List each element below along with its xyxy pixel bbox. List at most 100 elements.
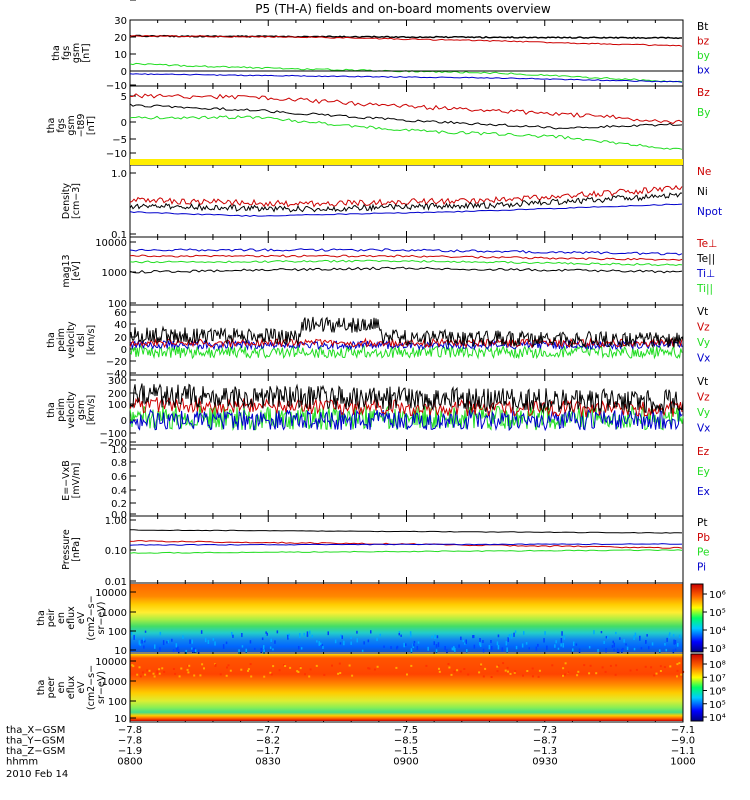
ion-flux-pixel (664, 643, 666, 646)
ion-flux-pixel (460, 636, 462, 641)
electron-flux-pixel (650, 666, 653, 669)
electron-flux-pixel (438, 670, 441, 673)
y-axis-label: mag13 (61, 254, 72, 287)
ion-flux-pixel (672, 649, 675, 654)
ion-flux-pixel (185, 649, 187, 655)
ion-flux-pixel (562, 642, 564, 648)
ion-flux-pixel (398, 633, 400, 636)
ion-flux-pixel (669, 632, 671, 635)
ion-flux-pixel (640, 647, 643, 650)
x-axis-value: −8.2 (256, 736, 280, 747)
ion-flux-pixel (634, 632, 637, 637)
y-tick-label: 0.4 (111, 486, 127, 497)
y-tick-label: 0.8 (111, 458, 127, 469)
ion-flux-pixel (212, 638, 215, 641)
ion-flux-pixel (245, 648, 247, 654)
x-axis-value: −1.9 (118, 746, 142, 757)
electron-flux-pixel (269, 671, 272, 674)
ion-flux-pixel (191, 647, 193, 650)
ion-flux-pixel (472, 635, 474, 639)
ion-flux-pixel (436, 635, 439, 639)
ion-flux-pixel (560, 643, 562, 647)
y-tick-label: −100 (100, 429, 127, 440)
x-axis-row-label: tha_Y−GSM (6, 736, 65, 747)
y-axis-label: [eV] (71, 261, 82, 281)
y-axis-label: [mV/m] (71, 463, 82, 499)
ion-flux-pixel (515, 645, 518, 650)
y-axis-label: tha (46, 402, 57, 418)
legend-te: Te⊥ (696, 238, 717, 250)
ion-flux-pixel (241, 633, 243, 638)
ion-flux-pixel (410, 648, 413, 654)
electron-flux-pixel (653, 674, 656, 677)
series-te-par (129, 266, 683, 274)
electron-flux-pixel (678, 662, 681, 665)
ion-flux-pixel (497, 645, 500, 650)
ion-flux-pixel (434, 635, 436, 639)
y-tick-label: 10 (114, 646, 127, 657)
electron-flux-pixel (564, 673, 566, 676)
y-axis-label: [km/s] (86, 395, 97, 425)
electron-flux-pixel (604, 670, 607, 673)
ion-flux-pixel (144, 639, 146, 643)
electron-flux-pixel (406, 673, 408, 676)
ion-flux-pixel (451, 647, 454, 651)
ion-flux-pixel (356, 638, 358, 643)
ion-flux-pixel (622, 647, 624, 651)
x-axis-value: 0900 (393, 757, 418, 768)
series-pe (129, 549, 683, 554)
y-tick-label: 1.0 (111, 169, 127, 180)
ion-flux-pixel (535, 646, 538, 651)
electron-flux-pixel (339, 672, 342, 674)
y-axis-label: fgs (61, 46, 72, 60)
y-tick-label: 20 (114, 333, 127, 344)
legend-pi: Pi (697, 561, 706, 573)
electron-flux-pixel (146, 669, 149, 672)
electron-flux-pixel (497, 664, 500, 667)
panel-frame (129, 19, 684, 87)
ion-flux-pixel (588, 646, 591, 649)
y-axis-label: velocity (66, 391, 77, 429)
ion-flux-pixel (383, 645, 385, 648)
ion-flux-pixel (572, 648, 574, 652)
y-axis-label: eflux (66, 675, 77, 699)
ion-flux-pixel (367, 639, 370, 643)
ion-flux-pixel (645, 640, 647, 644)
electron-flux-pixel (410, 664, 413, 667)
electron-flux-pixel (450, 673, 453, 676)
electron-flux-pixel (323, 673, 326, 676)
electron-flux-pixel (270, 673, 273, 676)
electron-flux-pixel (297, 671, 300, 673)
ion-flux-pixel (454, 647, 456, 653)
ion-flux-pixel (435, 649, 438, 654)
ion-flux-pixel (612, 640, 614, 644)
x-axis-block: tha_X−GSM −7.8 −7.7 −7.5 −7.3 −7.1 tha_Y−GSM −7… (6, 725, 696, 780)
y-tick-label: 10000 (95, 657, 127, 668)
electron-flux-pixel (178, 675, 181, 678)
ion-flux-pixel (343, 640, 345, 646)
panel-frame (129, 85, 684, 166)
colorbar (690, 653, 704, 722)
ion-flux-pixel (505, 640, 508, 646)
legend-te: Te|| (696, 253, 715, 265)
ion-flux-pixel (462, 639, 465, 643)
y-axis-label: [nT] (81, 43, 92, 62)
electron-flux-pixel (513, 671, 516, 674)
electron-flux-pixel (156, 672, 159, 675)
ion-flux-pixel (678, 634, 681, 639)
ion-flux-pixel (490, 640, 492, 644)
electron-flux-pixel (564, 662, 567, 665)
y-axis-label: peer (46, 677, 57, 699)
electron-flux-pixel (351, 674, 354, 677)
ion-flux-pixel (265, 631, 267, 634)
electron-flux-pixel (272, 665, 275, 668)
electron-flux-pixel (595, 672, 598, 675)
ion-flux-pixel (400, 634, 402, 637)
electron-flux-pixel (467, 673, 470, 676)
electron-flux-pixel (614, 673, 617, 676)
electron-flux-pixel (247, 669, 249, 672)
ion-flux-pixel (479, 641, 481, 646)
ion-flux-pixel (363, 641, 365, 645)
electron-flux-pixel (296, 670, 299, 673)
